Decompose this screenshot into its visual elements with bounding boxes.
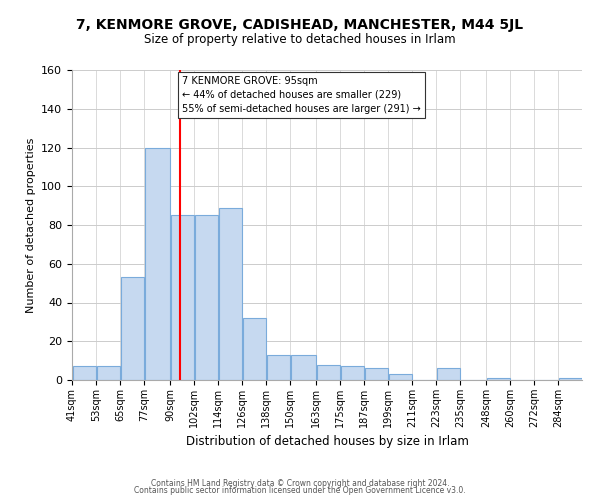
Text: Contains HM Land Registry data © Crown copyright and database right 2024.: Contains HM Land Registry data © Crown c… <box>151 478 449 488</box>
Bar <box>194 216 218 380</box>
Bar <box>559 378 581 380</box>
Bar <box>290 355 316 380</box>
Text: 7, KENMORE GROVE, CADISHEAD, MANCHESTER, M44 5JL: 7, KENMORE GROVE, CADISHEAD, MANCHESTER,… <box>76 18 524 32</box>
Bar <box>341 366 364 380</box>
X-axis label: Distribution of detached houses by size in Irlam: Distribution of detached houses by size … <box>185 436 469 448</box>
Text: 7 KENMORE GROVE: 95sqm
← 44% of detached houses are smaller (229)
55% of semi-de: 7 KENMORE GROVE: 95sqm ← 44% of detached… <box>182 76 421 114</box>
Bar <box>389 374 412 380</box>
Bar <box>97 366 119 380</box>
Bar <box>73 366 95 380</box>
Bar <box>145 148 170 380</box>
Bar <box>242 318 265 380</box>
Bar <box>121 278 143 380</box>
Y-axis label: Number of detached properties: Number of detached properties <box>26 138 35 312</box>
Bar <box>437 368 460 380</box>
Bar <box>365 368 388 380</box>
Bar <box>170 216 193 380</box>
Bar <box>487 378 509 380</box>
Bar <box>218 208 241 380</box>
Bar <box>317 364 340 380</box>
Text: Contains public sector information licensed under the Open Government Licence v3: Contains public sector information licen… <box>134 486 466 495</box>
Bar <box>266 355 290 380</box>
Text: Size of property relative to detached houses in Irlam: Size of property relative to detached ho… <box>144 32 456 46</box>
